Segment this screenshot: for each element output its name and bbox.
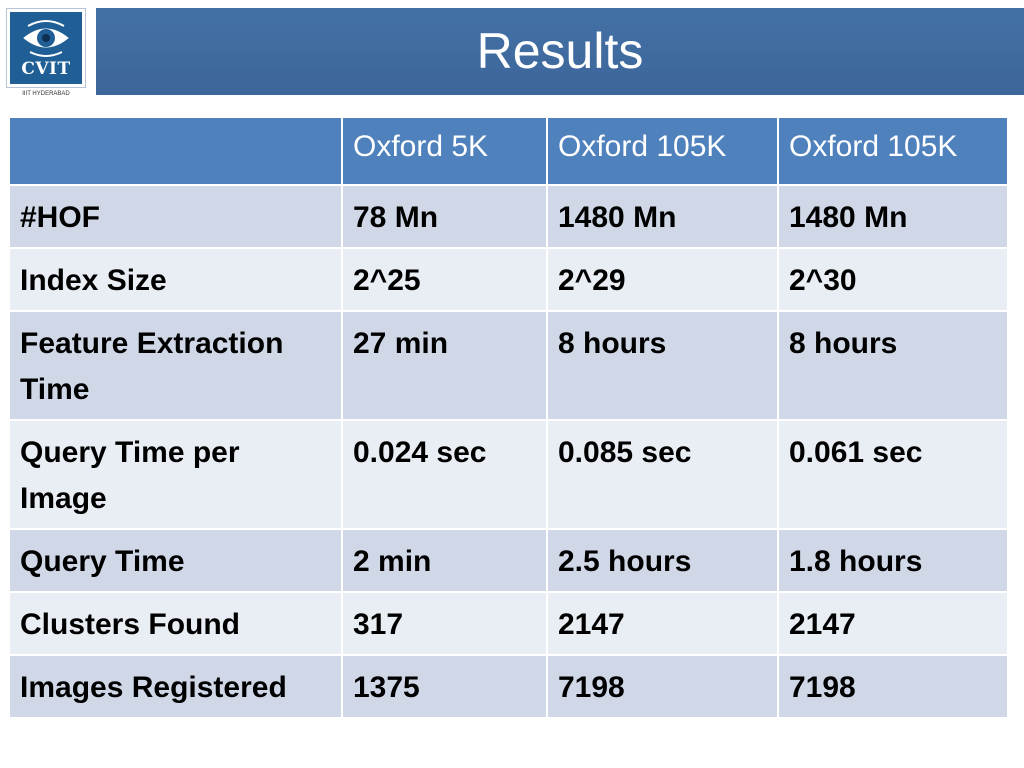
table-cell: 1375 [341,654,548,719]
table-row: Query Time 2 min 2.5 hours 1.8 hours [8,528,1009,593]
table-cell: 2^29 [546,247,779,312]
table-cell: 1480 Mn [777,184,1009,249]
eye-logo-icon [23,20,69,57]
table-cell: 7198 [546,654,779,719]
logo-text: CVIT [21,59,71,79]
table-cell: 8 hours [777,310,1009,421]
table-cell: 2 min [341,528,548,593]
table-cell: 2^30 [777,247,1009,312]
table-cell: 2^25 [341,247,548,312]
header-cell-oxford-105k-a: Oxford 105K [546,116,779,186]
table-cell: 1.8 hours [777,528,1009,593]
table-row: Index Size 2^25 2^29 2^30 [8,247,1009,312]
header-cell-oxford-5k: Oxford 5K [341,116,548,186]
table-cell: 2147 [777,591,1009,656]
logo-caption: IIIT HYDERABAD [22,91,70,97]
table-cell: 8 hours [546,310,779,421]
table-cell: 1480 Mn [546,184,779,249]
slide-title: Results [476,23,644,79]
table-cell: 7198 [777,654,1009,719]
table-cell: 27 min [341,310,548,421]
header-cell-oxford-105k-b: Oxford 105K [777,116,1009,186]
row-label: Query Time per Image [8,419,343,530]
table-cell: 2.5 hours [546,528,779,593]
row-label: #HOF [8,184,343,249]
row-label: Index Size [8,247,343,312]
table-cell: 78 Mn [341,184,548,249]
table-header-row: Oxford 5K Oxford 105K Oxford 105K [8,116,1009,186]
row-label: Query Time [8,528,343,593]
table-row: Query Time per Image 0.024 sec 0.085 sec… [8,419,1009,530]
table-cell: 0.085 sec [546,419,779,530]
table-row: #HOF 78 Mn 1480 Mn 1480 Mn [8,184,1009,249]
title-bar: Results [96,8,1024,95]
results-table: Oxford 5K Oxford 105K Oxford 105K #HOF 7… [8,116,1009,719]
header-cell-corner [8,116,343,186]
table-cell: 0.024 sec [341,419,548,530]
row-label: Feature Extraction Time [8,310,343,421]
table-cell: 0.061 sec [777,419,1009,530]
table-row: Clusters Found 317 2147 2147 [8,591,1009,656]
row-label: Images Registered [8,654,343,719]
cvit-logo: CVIT [6,8,86,88]
table-row: Feature Extraction Time 27 min 8 hours 8… [8,310,1009,421]
table-row: Images Registered 1375 7198 7198 [8,654,1009,719]
row-label: Clusters Found [8,591,343,656]
logo-background: CVIT [10,12,82,84]
table-cell: 317 [341,591,548,656]
table-cell: 2147 [546,591,779,656]
